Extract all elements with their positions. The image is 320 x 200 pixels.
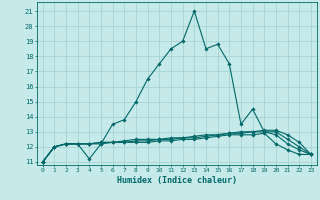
X-axis label: Humidex (Indice chaleur): Humidex (Indice chaleur) [117,176,237,185]
